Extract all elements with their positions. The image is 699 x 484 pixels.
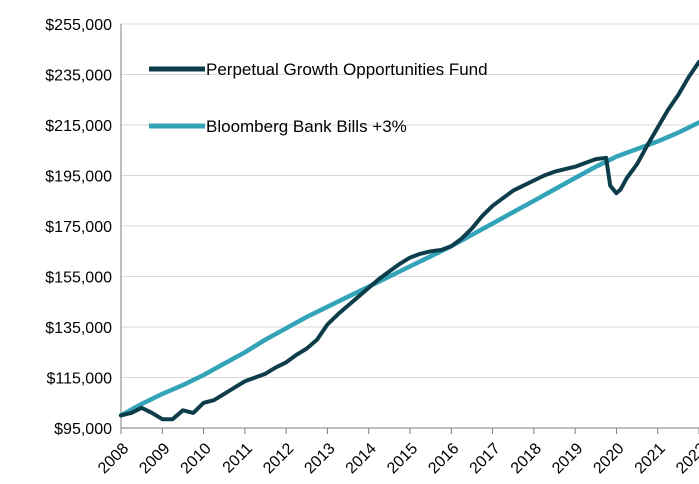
series-line-fund [119,59,699,422]
y-tick-label: $195,000 [45,169,112,186]
y-axis-ticks: $95,000 $115,000 $135,000 $155,000 $175,000 $… [45,17,112,438]
series-line-benchmark [118,120,699,418]
x-tick-label: 2012 [260,440,297,477]
grid-lines [121,23,699,378]
series-lines [118,59,699,422]
legend-label-benchmark: Bloomberg Bank Bills +3% [206,117,407,136]
x-tick-label: 2010 [178,440,215,477]
y-tick-label: $95,000 [54,421,112,438]
y-tick-label: $215,000 [45,118,112,135]
legend: Perpetual Growth Opportunities Fund Bloo… [149,60,488,136]
x-tick-label: 2014 [343,440,380,477]
x-tick-label: 2008 [95,440,132,477]
x-tick-label: 2021 [632,440,669,477]
x-tick-label: 2016 [425,440,462,477]
y-tick-label: $155,000 [45,270,112,287]
y-tick-label: $255,000 [45,17,112,34]
x-tick-label: 2017 [467,440,504,477]
y-tick-label: $115,000 [46,371,112,388]
y-tick-label: $235,000 [45,68,112,85]
y-tick-label: $135,000 [45,320,112,337]
x-tick-label: 2022 [673,440,699,477]
x-tick-label: 2009 [136,440,173,477]
x-tick-label: 2011 [220,440,256,476]
x-tick-label: 2015 [384,440,421,477]
x-tick-label: 2018 [508,440,545,477]
x-axis-ticks: 2008 2009 2010 2011 2012 2013 2014 2015 2016 2017… [95,428,699,477]
x-tick-label: 2013 [301,440,338,477]
x-tick-label: 2020 [590,440,627,477]
x-tick-label: 2019 [549,440,586,477]
legend-label-fund: Perpetual Growth Opportunities Fund [206,60,488,79]
y-tick-label: $175,000 [45,219,112,236]
